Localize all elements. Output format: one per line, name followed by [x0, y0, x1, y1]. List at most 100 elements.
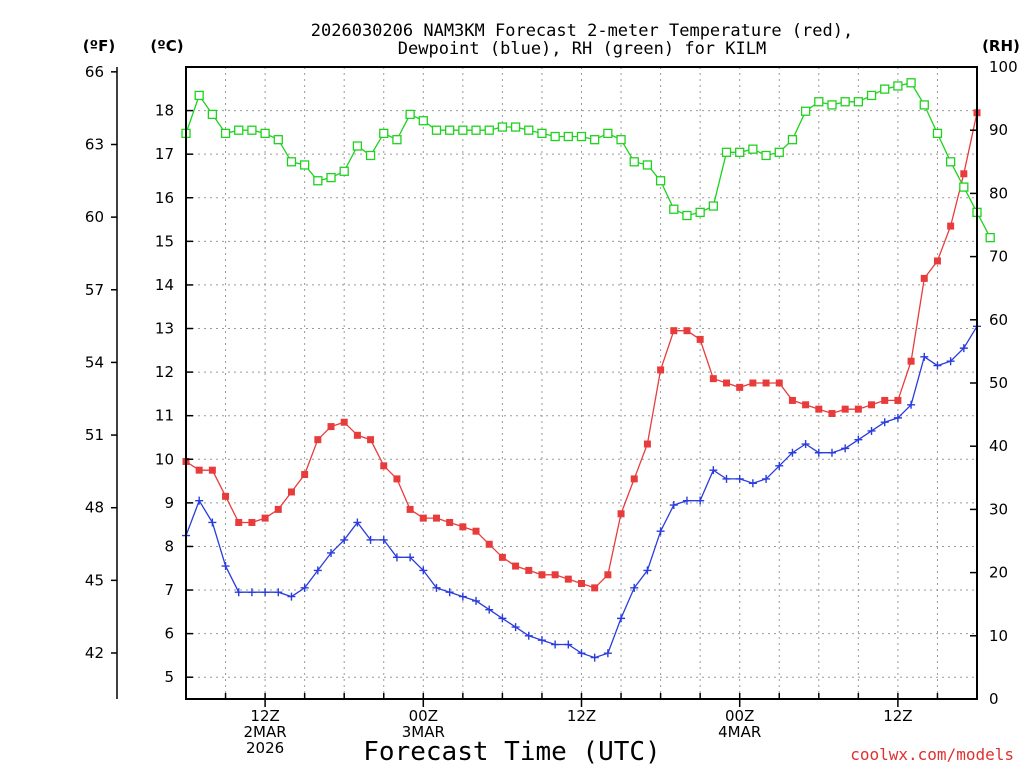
credit-link[interactable]: coolwx.com/models — [850, 745, 1014, 764]
data-point — [286, 157, 297, 167]
data-point — [787, 135, 798, 145]
rh-tick-label: 100 — [989, 58, 1018, 76]
data-point — [656, 527, 665, 536]
data-point — [459, 523, 467, 531]
data-point — [840, 97, 850, 107]
fahrenheit-tick-label: 54 — [85, 353, 104, 371]
series-2-meter-temperature — [182, 109, 981, 592]
rh-tick-label: 30 — [989, 500, 1008, 518]
data-point — [538, 571, 546, 579]
data-point — [800, 106, 811, 116]
data-point — [379, 128, 389, 139]
celsius-tick-label: 12 — [155, 363, 174, 381]
chart-title-line-2: Dewpoint (blue), RH (green) for KILM — [398, 39, 766, 59]
rh-tick-label: 90 — [989, 121, 1008, 139]
rh-tick-label: 0 — [989, 690, 999, 708]
rh-tick-label: 80 — [989, 184, 1008, 202]
data-point — [432, 583, 441, 592]
fahrenheit-tick-label: 57 — [85, 281, 104, 299]
data-point — [195, 466, 203, 474]
celsius-tick-label: 13 — [155, 320, 174, 338]
data-point — [709, 466, 718, 475]
data-point — [774, 147, 784, 157]
data-point — [207, 109, 218, 120]
data-point — [722, 474, 731, 483]
data-point — [709, 375, 717, 383]
data-point — [445, 588, 454, 597]
data-point — [327, 423, 335, 431]
fahrenheit-tick-label: 63 — [85, 135, 104, 153]
data-point — [814, 448, 823, 457]
data-point — [748, 479, 757, 488]
data-point — [274, 588, 283, 597]
data-point — [274, 505, 282, 513]
data-point — [801, 440, 810, 449]
data-point — [340, 418, 348, 426]
x-tick-label: 12Z — [883, 707, 912, 725]
data-point — [906, 78, 916, 88]
series-layer — [181, 78, 995, 662]
data-point — [736, 383, 744, 391]
data-point — [261, 514, 269, 522]
data-point — [828, 410, 836, 418]
data-point — [893, 413, 902, 422]
data-point — [617, 510, 625, 518]
x-tick-label: 00Z — [725, 707, 754, 725]
data-point — [472, 596, 481, 605]
fahrenheit-tick-label: 42 — [85, 644, 104, 662]
data-point — [933, 257, 941, 265]
celsius-tick-label: 7 — [164, 581, 174, 599]
data-point — [340, 535, 349, 544]
data-point — [564, 640, 573, 649]
data-point — [458, 125, 468, 135]
data-point — [313, 176, 323, 186]
data-point — [510, 122, 521, 132]
data-point — [405, 109, 415, 120]
data-point — [723, 379, 731, 387]
data-point — [630, 475, 638, 483]
data-point — [247, 588, 256, 597]
data-point — [550, 131, 560, 142]
data-point — [327, 548, 336, 557]
data-point — [367, 436, 375, 444]
data-point — [511, 623, 520, 632]
data-point — [590, 653, 599, 662]
data-point — [392, 553, 401, 562]
data-point — [749, 379, 757, 387]
data-point — [563, 131, 573, 142]
fahrenheit-tick-label: 60 — [85, 208, 104, 226]
data-point — [815, 405, 823, 413]
data-point — [591, 584, 599, 592]
data-point — [208, 466, 216, 474]
data-point — [867, 426, 876, 435]
celsius-tick-label: 11 — [155, 407, 174, 425]
data-point — [682, 210, 692, 221]
data-point — [446, 518, 454, 526]
data-point — [721, 147, 732, 157]
data-point — [775, 461, 784, 470]
data-point — [959, 344, 968, 353]
data-point — [762, 379, 770, 387]
data-point — [841, 444, 850, 453]
data-point — [683, 327, 691, 335]
data-point — [326, 172, 336, 183]
data-point — [947, 222, 955, 230]
data-point — [273, 135, 283, 145]
data-point — [524, 125, 534, 135]
data-point — [472, 527, 480, 535]
data-point — [380, 462, 388, 470]
celsius-tick-label: 16 — [155, 189, 174, 207]
data-point — [497, 122, 508, 132]
x-tick-label: 00Z — [409, 707, 438, 725]
data-point — [220, 128, 231, 139]
data-point — [471, 125, 481, 135]
data-point — [788, 396, 796, 404]
data-point — [696, 496, 705, 505]
data-point — [907, 400, 916, 409]
celsius-tick-label: 17 — [155, 145, 174, 163]
data-point — [194, 90, 204, 101]
celsius-axis-unit: (ºC) — [150, 37, 183, 55]
x-tick-label: 2MAR — [244, 723, 287, 741]
rh-tick-label: 10 — [989, 627, 1008, 645]
data-point — [485, 540, 493, 548]
